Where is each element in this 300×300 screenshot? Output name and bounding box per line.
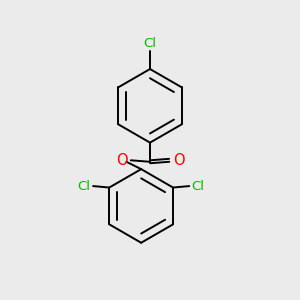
Text: Cl: Cl xyxy=(78,180,91,193)
Text: Cl: Cl xyxy=(143,37,157,50)
Text: Cl: Cl xyxy=(192,180,205,193)
Text: O: O xyxy=(173,153,184,168)
Text: O: O xyxy=(116,153,127,168)
